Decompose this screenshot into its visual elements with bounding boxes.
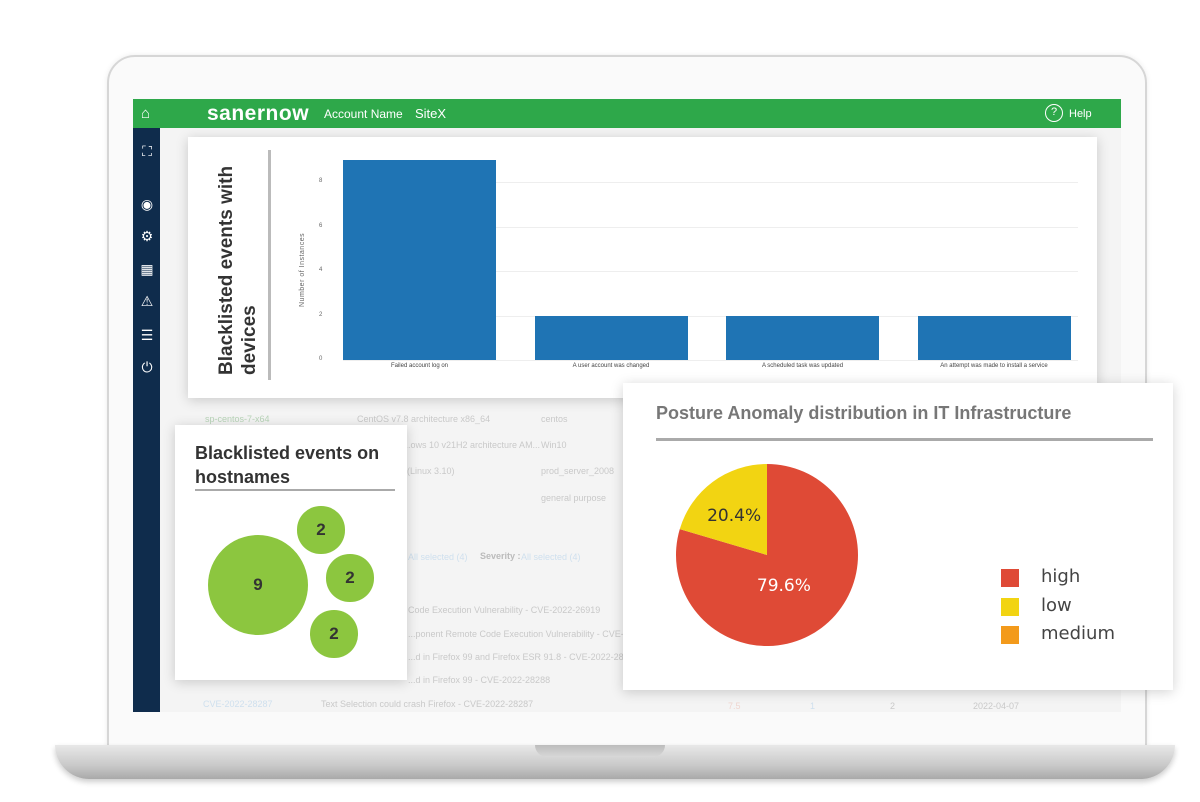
- table-cell: CentOS v7.8 architecture x86_64: [357, 414, 491, 424]
- pie-slice-label: 20.4%: [707, 506, 761, 526]
- count-cell: 1: [810, 701, 816, 711]
- severity-filter-value[interactable]: All selected (4): [521, 552, 581, 562]
- pie-slice-label: 79.6%: [757, 576, 811, 596]
- pie-chart-card: Posture Anomaly distribution in IT Infra…: [623, 383, 1173, 690]
- x-tick-label: An attempt was made to install a service: [940, 363, 1048, 369]
- laptop-notch: [535, 745, 665, 757]
- bubble[interactable]: 2: [310, 610, 358, 658]
- bar[interactable]: [917, 315, 1071, 360]
- help-icon[interactable]: ?: [1045, 104, 1063, 122]
- table-cell: general purpose: [541, 493, 607, 503]
- pie-chart: 79.6% 20.4%: [676, 464, 858, 646]
- cve-id-link[interactable]: CVE-2022-28287: [203, 699, 273, 709]
- x-tick-label: A scheduled task was updated: [761, 363, 844, 369]
- top-bar: ⌂ sanernow Account Name SiteX ? Help: [133, 99, 1121, 128]
- table-cell: Win10: [541, 440, 567, 450]
- bar-chart-title: Blacklisted events with devices: [216, 165, 260, 375]
- bar[interactable]: [726, 315, 879, 360]
- legend-label[interactable]: low: [1041, 594, 1072, 616]
- legend-label[interactable]: high: [1041, 566, 1081, 587]
- title-underline: [195, 489, 395, 491]
- bar[interactable]: [534, 315, 688, 360]
- cve-row[interactable]: ...ponent Remote Code Execution Vulnerab…: [408, 629, 660, 639]
- y-tick-label: 2: [319, 311, 323, 318]
- sidebar: ⛶ ◉ ⚙ ▦ ⚠ ☰ ⏻: [133, 128, 160, 712]
- bubble[interactable]: 2: [326, 554, 374, 602]
- cve-row[interactable]: Code Execution Vulnerability - CVE-2022-…: [408, 605, 601, 615]
- y-tick-label: 8: [319, 178, 323, 185]
- bubble[interactable]: 2: [297, 506, 345, 554]
- y-tick-label: 4: [319, 267, 323, 274]
- bar-chart-card: Blacklisted events with devices Number o…: [188, 137, 1097, 398]
- cve-row[interactable]: ...d in Firefox 99 and Firefox ESR 91.8 …: [408, 652, 639, 662]
- legend-swatch-medium: [1001, 626, 1019, 644]
- legend-swatch-high: [1001, 569, 1019, 587]
- y-tick-label: 0: [319, 356, 323, 362]
- date-cell: 2022-04-07: [973, 701, 1020, 711]
- title-underline: [656, 438, 1153, 441]
- legend-label[interactable]: medium: [1041, 623, 1115, 644]
- severity-filter-label: Severity :: [480, 551, 521, 561]
- table-cell: centos: [541, 414, 568, 424]
- y-axis-label: Number of Instances: [299, 232, 306, 307]
- warning-icon[interactable]: ⚠: [140, 293, 154, 309]
- pie-chart-title: Posture Anomaly distribution in IT Infra…: [656, 403, 1072, 423]
- table-cell: prod_server_2008: [541, 466, 615, 476]
- clipboard-icon[interactable]: ☰: [140, 327, 154, 343]
- report-icon[interactable]: ▦: [140, 261, 154, 277]
- x-tick-label: Failed account log on: [390, 363, 449, 369]
- bar[interactable]: [343, 160, 496, 360]
- home-icon[interactable]: ⌂: [141, 105, 151, 122]
- gridline: [343, 271, 1078, 273]
- count-cell: 2: [890, 701, 896, 711]
- gridline: [343, 182, 1078, 184]
- title-divider: [268, 150, 271, 380]
- legend-swatch-low: [1001, 597, 1019, 616]
- gridline: [343, 360, 1078, 361]
- cvss-score: 7.5: [728, 701, 741, 711]
- filter-value[interactable]: All selected (4): [408, 552, 468, 562]
- gridline: [343, 315, 1078, 317]
- eye-icon[interactable]: ◉: [140, 196, 154, 212]
- account-name[interactable]: Account Name: [324, 107, 403, 121]
- gridline: [343, 226, 1078, 228]
- cve-row[interactable]: ...d in Firefox 99 - CVE-2022-28288: [408, 675, 551, 685]
- y-tick-label: 6: [319, 222, 323, 229]
- table-cell: ...ows 10 v21H2 architecture AM...: [403, 440, 541, 450]
- table-cell: (Linux 3.10): [407, 466, 455, 476]
- bubble[interactable]: 9: [208, 535, 308, 635]
- network-icon[interactable]: ⛶: [142, 143, 152, 159]
- bubble-chart-title: Blacklisted events on hostnames: [195, 443, 380, 487]
- site-selector[interactable]: SiteX: [415, 106, 447, 121]
- x-tick-label: A user account was changed: [572, 363, 650, 369]
- table-cell[interactable]: sp-centos-7-x64: [205, 414, 270, 424]
- pie-slice-low[interactable]: [679, 464, 767, 555]
- cve-row[interactable]: Text Selection could crash Firefox - CVE…: [321, 699, 534, 709]
- logout-icon[interactable]: ⏻: [141, 359, 153, 375]
- brand-logo[interactable]: sanernow: [207, 102, 310, 125]
- help-link[interactable]: Help: [1069, 108, 1092, 120]
- gear-user-icon[interactable]: ⚙: [140, 228, 154, 244]
